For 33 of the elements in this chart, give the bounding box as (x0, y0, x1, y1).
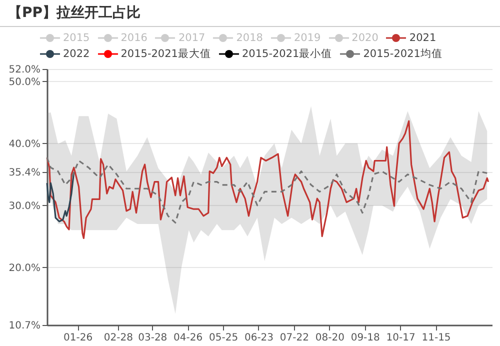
legend-label: 2015-2021最小值 (242, 47, 332, 62)
legend-label: 2018 (236, 31, 263, 46)
legend-label: 2016 (120, 31, 148, 46)
x-tick-label: 08-20 (315, 332, 344, 344)
legend-label: 2015 (63, 31, 90, 46)
x-tick-label: 05-25 (209, 332, 238, 344)
legend-label: 2022 (63, 47, 90, 62)
y-tick-label: 10.7% (8, 320, 40, 332)
x-tick-label: 11-15 (422, 332, 451, 344)
x-tick-label: 04-26 (174, 332, 203, 344)
y-tick-label: 20.0% (8, 262, 40, 274)
y-tick-label: 52.0% (8, 64, 40, 76)
line-series (46, 171, 75, 222)
legend-label: 2015-2021最大值 (120, 47, 211, 62)
x-tick-label: 10-17 (386, 332, 416, 344)
x-tick-label: 09-18 (350, 332, 380, 344)
y-tick-label: 40.0% (8, 138, 40, 150)
x-tick-label: 03-28 (138, 332, 168, 344)
x-tick-label: 02-28 (104, 332, 133, 344)
legend-label: 2019 (294, 31, 321, 46)
x-tick-label: 06-23 (244, 332, 274, 344)
line-series (46, 156, 488, 224)
legend-label: 2021 (409, 31, 436, 46)
y-tick-label: 30.0% (8, 200, 40, 212)
x-tick-label: 07-22 (280, 332, 309, 344)
y-tick-label: 50.0% (8, 76, 40, 88)
legend-label: 2020 (352, 31, 378, 46)
line-series (46, 120, 490, 240)
chart-title: 【PP】拉丝开工占比 (0, 4, 500, 27)
y-tick-label: 35.4% (8, 167, 40, 178)
legend-label: 2015-2021均值 (363, 47, 442, 62)
x-tick-label: 01-26 (64, 332, 93, 344)
legend-label: 2017 (178, 31, 206, 46)
